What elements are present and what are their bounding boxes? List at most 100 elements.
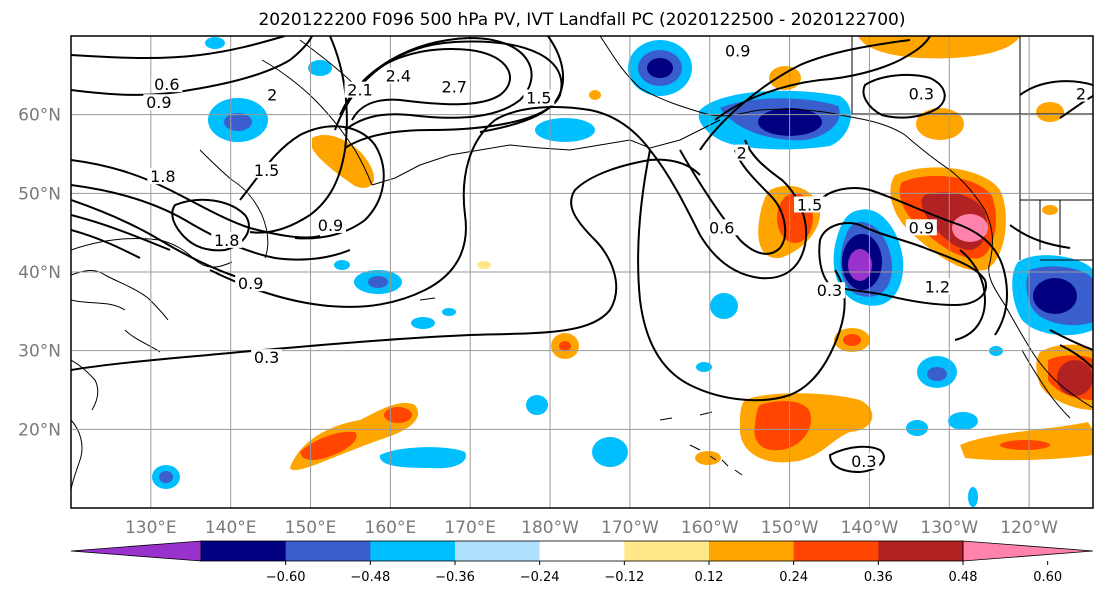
- contour-label-halo: [147, 168, 179, 185]
- graticule: [71, 36, 1093, 508]
- pv-contour: [249, 36, 348, 234]
- colorbar-tick-label: 0.36: [864, 570, 893, 585]
- contour-label: 0.3: [817, 281, 842, 300]
- anomaly-blob: [526, 395, 548, 415]
- anomaly-blob: [927, 367, 947, 381]
- latitude-labels: 60°N 50°N 40°N 30°N 20°N: [18, 106, 61, 441]
- anomaly-blob: [411, 317, 435, 329]
- anomaly-blob: [477, 261, 491, 269]
- contour-label-halo: [848, 452, 880, 469]
- anomaly-blob: [1033, 278, 1077, 314]
- pv-contour: [828, 445, 885, 474]
- pv-contour: [819, 187, 1008, 336]
- pv-contour: [71, 158, 701, 371]
- pv-contour: [637, 149, 846, 402]
- contour-label-halo: [211, 231, 243, 248]
- pv-contour: [209, 106, 651, 308]
- anomaly-blob: [384, 407, 412, 423]
- anomaly-blob: [589, 90, 601, 100]
- pv-contour: [649, 139, 808, 280]
- longitude-label: 170°E: [444, 518, 496, 538]
- latitude-label: 60°N: [18, 106, 61, 126]
- anomaly-blob: [948, 412, 978, 430]
- longitude-label: 160°E: [365, 518, 417, 538]
- anomaly-blob: [916, 108, 964, 140]
- anomaly-blob: [379, 447, 466, 469]
- pv-contour: [699, 39, 911, 151]
- colorbar-segment: [370, 541, 456, 561]
- colorbar-segment: [709, 541, 795, 561]
- contour-label-halo: [251, 349, 283, 366]
- anomaly-blob: [968, 487, 978, 507]
- contour-label-halo: [706, 219, 738, 236]
- contour-label: 0.3: [909, 85, 934, 104]
- longitude-label: 160°W: [681, 518, 739, 538]
- contour-label-halo: [814, 282, 846, 299]
- latitude-label: 50°N: [18, 184, 61, 204]
- colorbar-extend-max: [962, 540, 1094, 562]
- anomaly-blob: [1042, 205, 1058, 215]
- anomaly-blob: [906, 420, 928, 436]
- contour-label-halo: [905, 219, 937, 236]
- colorbar-extend-min: [70, 540, 202, 562]
- longitude-label: 130°W: [920, 518, 978, 538]
- coastline-aleutians: [371, 119, 721, 186]
- contour-label-halo: [794, 196, 826, 213]
- contour-label-halo: [438, 78, 470, 95]
- contour-label-halo: [314, 216, 346, 233]
- colorbar-tick-label: −0.12: [604, 570, 644, 585]
- contour-label-halo: [143, 94, 175, 111]
- colorbar-segment: [793, 541, 879, 561]
- anomaly-blob: [442, 308, 456, 316]
- longitude-labels: 130°E 140°E 150°E 160°E 170°E 180°W 170°W 160°W…: [125, 518, 1058, 538]
- contour-label: 2.4: [386, 66, 411, 85]
- colorbar-tick-labels: −0.60 −0.48 −0.36 −0.24 −0.12 0.12 0.24 0.36 0.4…: [266, 561, 1062, 585]
- colorbar-outline: [200, 540, 964, 562]
- pv-contours: [71, 36, 1093, 474]
- longitude-label: 150°W: [761, 518, 819, 538]
- contour-label: 0.9: [909, 218, 934, 237]
- contour-label: 1.2: [925, 277, 950, 296]
- longitude-label: 150°E: [285, 518, 337, 538]
- pv-contour: [71, 36, 286, 60]
- pv-contour: [714, 36, 931, 121]
- contour-label-halo: [344, 81, 376, 98]
- pv-contour: [171, 198, 250, 252]
- contour-label: 1.5: [254, 161, 279, 180]
- coastline-asia: [71, 149, 269, 491]
- longitude-label: 130°E: [125, 518, 177, 538]
- contour-label-halo: [735, 144, 749, 161]
- colorbar-tick-label: −0.48: [350, 570, 390, 585]
- contour-label: 0.9: [146, 93, 171, 112]
- anomaly-blob: [300, 431, 357, 460]
- figure-title: 2020122200 F096 500 hPa PV, IVT Landfall…: [258, 10, 905, 30]
- anomaly-blob: [843, 334, 861, 346]
- anomaly-blob: [205, 37, 225, 49]
- coastline-alaska: [599, 36, 986, 211]
- pv-contour: [71, 36, 313, 96]
- colorbar-tick-label: −0.60: [266, 570, 306, 585]
- contour-label: 0.9: [725, 41, 750, 60]
- anomaly-blob: [1057, 360, 1093, 396]
- contour-label: 0.3: [254, 348, 279, 367]
- anomaly-blob: [1036, 102, 1064, 122]
- pv-contour: [679, 149, 787, 255]
- contour-labels: 0.60.91.82.12.42.71.51.50.91.80.90.30.90…: [143, 41, 1088, 471]
- anomaly-blob: [1000, 440, 1050, 450]
- colorbar-tick-label: −0.36: [435, 570, 475, 585]
- anomaly-blob: [695, 451, 721, 465]
- contour-label-halo: [722, 42, 754, 59]
- anomaly-blob: [535, 118, 595, 142]
- contour-label-halo: [251, 161, 283, 178]
- contour-label-halo: [905, 85, 937, 102]
- anomaly-blob: [647, 58, 673, 78]
- longitude-label: 170°W: [601, 518, 659, 538]
- colorbar-segment: [624, 541, 710, 561]
- contour-label-halo: [921, 278, 953, 295]
- contour-label: 1.5: [526, 89, 551, 108]
- anomaly-blob: [696, 362, 712, 372]
- contour-label-halo: [1074, 85, 1088, 102]
- contour-label-halo: [235, 275, 267, 292]
- latitude-label: 20°N: [18, 420, 61, 440]
- pv-contour: [239, 125, 385, 240]
